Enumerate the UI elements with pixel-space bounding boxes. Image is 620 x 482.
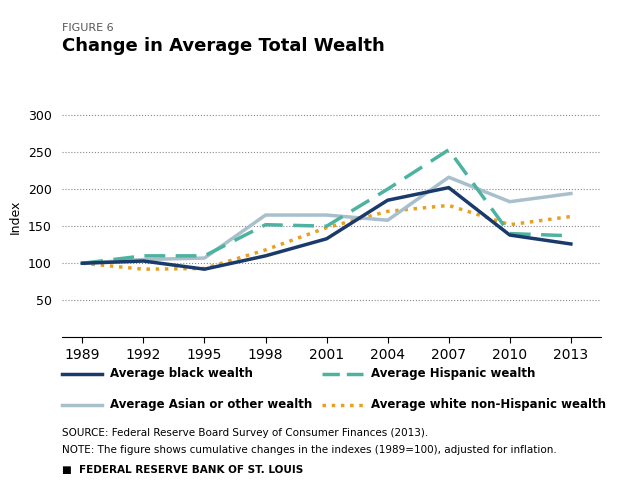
Text: Average white non-Hispanic wealth: Average white non-Hispanic wealth (371, 399, 606, 411)
Text: NOTE: The figure shows cumulative changes in the indexes (1989=100), adjusted fo: NOTE: The figure shows cumulative change… (62, 445, 557, 455)
Text: SOURCE: Federal Reserve Board Survey of Consumer Finances (2013).: SOURCE: Federal Reserve Board Survey of … (62, 428, 428, 438)
Text: Average Asian or other wealth: Average Asian or other wealth (110, 399, 312, 411)
Text: ■  FEDERAL RESERVE BANK OF ST. LOUIS: ■ FEDERAL RESERVE BANK OF ST. LOUIS (62, 465, 303, 475)
Y-axis label: Index: Index (9, 200, 22, 234)
Text: Average Hispanic wealth: Average Hispanic wealth (371, 367, 535, 380)
Text: Change in Average Total Wealth: Change in Average Total Wealth (62, 37, 385, 54)
Text: FIGURE 6: FIGURE 6 (62, 23, 113, 33)
Text: Average black wealth: Average black wealth (110, 367, 253, 380)
